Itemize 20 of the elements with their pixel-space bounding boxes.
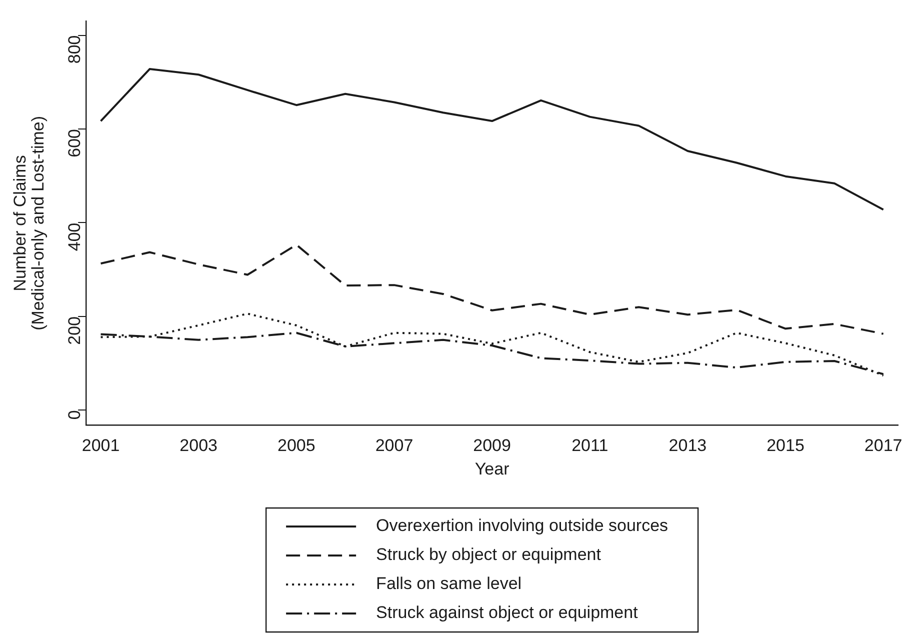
x-tick-label: 2017 (864, 436, 902, 456)
y-tick-label: 0 (64, 410, 84, 420)
legend-label: Struck against object or equipment (376, 603, 638, 622)
x-tick-label: 2007 (375, 436, 414, 456)
y-tick-label: 400 (64, 222, 84, 252)
y-tick-label: 200 (64, 316, 84, 345)
legend-label: Struck by object or equipment (376, 545, 602, 564)
legend-label: Falls on same level (376, 574, 522, 594)
x-tick-label: 2003 (180, 436, 218, 456)
x-tick-label: 2009 (473, 436, 511, 456)
x-axis-title: Year (474, 459, 510, 478)
y-axis-title: Number of Claims (Medical-only and Lost-time) (10, 116, 48, 330)
x-tick-label: 2015 (766, 436, 804, 456)
x-tick-label: 2001 (82, 436, 120, 456)
legend-label: Overexertion involving outside sources (376, 516, 668, 536)
y-tick-label: 800 (64, 35, 84, 64)
x-tick-label: 2005 (277, 436, 316, 456)
x-tick-label: 2013 (668, 436, 707, 456)
y-tick-label: 600 (64, 128, 84, 158)
x-tick-label: 2011 (572, 436, 608, 456)
